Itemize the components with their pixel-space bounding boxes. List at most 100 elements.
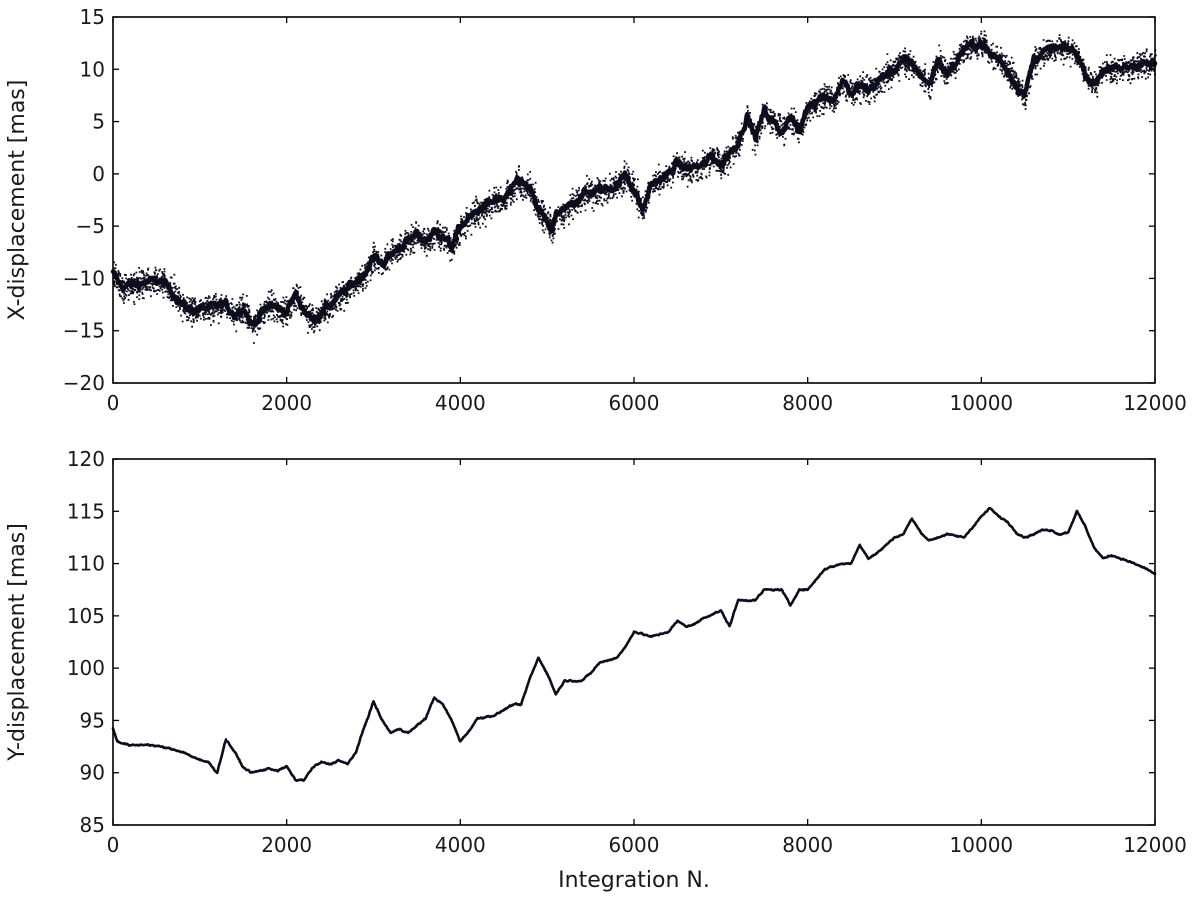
data-point (537, 656, 540, 659)
data-point (702, 164, 705, 167)
data-point (580, 193, 584, 196)
data-point (684, 167, 688, 170)
data-point (302, 778, 306, 782)
y-tick-label: 15 (80, 5, 105, 29)
data-point (415, 724, 419, 727)
data-point (875, 80, 879, 84)
data-point (276, 769, 280, 772)
data-point (424, 717, 427, 720)
y-tick-label: 85 (80, 813, 105, 837)
data-point (650, 635, 653, 638)
data-point (459, 224, 462, 228)
data-point (797, 130, 801, 134)
data-point (910, 62, 914, 66)
data-point (268, 767, 271, 770)
data-point (737, 141, 740, 144)
data-point (311, 319, 314, 322)
data-point (693, 623, 696, 626)
data-point (667, 630, 670, 633)
data-point (233, 750, 236, 753)
data-point (294, 292, 297, 296)
data-point (1145, 567, 1148, 570)
data-point (1075, 510, 1079, 513)
data-point (980, 515, 983, 518)
data-point (902, 57, 905, 60)
y-tick-label: 0 (92, 162, 105, 186)
data-point (867, 557, 870, 560)
y-axis-label: Y-displacement [mas] (5, 523, 30, 762)
data-point (285, 310, 288, 314)
data-point (546, 672, 549, 675)
data-point (1093, 83, 1096, 87)
data-point (771, 120, 775, 123)
data-point (1006, 68, 1009, 71)
data-point (328, 763, 332, 766)
data-point (980, 41, 983, 45)
data-point (589, 672, 592, 675)
data-point (515, 177, 518, 181)
data-point (216, 771, 219, 774)
data-point (988, 52, 992, 55)
data-point (398, 245, 401, 249)
data-point (337, 759, 340, 762)
data-point (719, 609, 722, 612)
x-tick-label: 12000 (1123, 833, 1187, 857)
data-point (1127, 560, 1131, 563)
data-point (945, 73, 948, 76)
data-point (207, 761, 210, 764)
data-point (1075, 52, 1079, 55)
data-point (224, 738, 228, 741)
data-point (728, 625, 731, 628)
data-point (667, 172, 670, 176)
data-point (354, 750, 358, 753)
data-point (311, 766, 314, 769)
data-point (893, 68, 896, 71)
data-point (433, 230, 436, 233)
x-tick-label: 8000 (782, 391, 833, 415)
data-point (1058, 533, 1061, 536)
data-point (1101, 68, 1105, 71)
data-point (1067, 47, 1070, 50)
data-point (841, 562, 844, 565)
data-point (1101, 557, 1105, 560)
y-tick-label: −10 (63, 266, 105, 290)
data-point (988, 506, 992, 510)
data-point (363, 272, 366, 275)
data-point (1032, 533, 1035, 536)
data-point (780, 588, 783, 591)
data-point (250, 771, 254, 774)
data-point (346, 763, 349, 766)
data-point (302, 308, 306, 311)
data-point (1014, 531, 1018, 534)
data-point (372, 700, 375, 703)
data-point (1023, 94, 1026, 97)
scatter-dots (113, 30, 1157, 344)
data-point (381, 719, 384, 722)
x-tick-label: 12000 (1123, 391, 1187, 415)
y-tick-label: 90 (80, 761, 105, 785)
data-point (858, 83, 861, 87)
data-point (511, 703, 514, 706)
data-point (1040, 528, 1044, 532)
data-point (945, 533, 948, 536)
data-point (181, 750, 184, 753)
data-point (962, 536, 966, 539)
data-point (789, 604, 792, 607)
data-point (346, 287, 349, 291)
data-point (372, 256, 375, 259)
data-point (806, 104, 809, 108)
data-point (259, 313, 262, 317)
data-point (528, 677, 531, 680)
y-tick-label: 120 (67, 447, 105, 471)
data-point (493, 714, 497, 717)
data-point (450, 719, 453, 722)
data-point (1049, 528, 1053, 532)
data-point (710, 153, 714, 157)
data-point (632, 188, 636, 191)
data-point (285, 765, 288, 768)
data-point (754, 136, 757, 139)
data-point (502, 198, 505, 202)
data-point (116, 740, 119, 743)
data-point (624, 172, 627, 176)
data-point (997, 515, 1000, 518)
